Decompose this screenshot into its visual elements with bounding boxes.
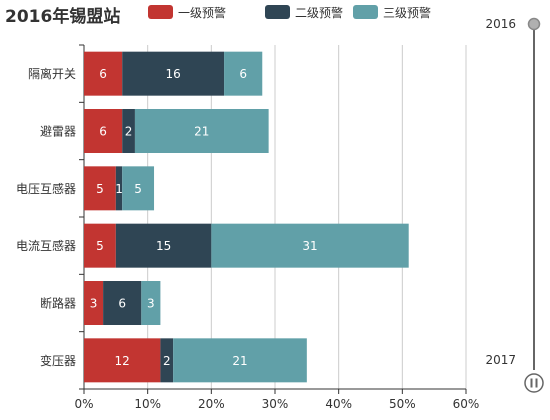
bar-value-label: 5 [96, 239, 104, 253]
bar-segment [122, 51, 225, 96]
bar-segment [160, 338, 174, 383]
bar-segment [173, 338, 307, 383]
bar-value-label: 21 [232, 354, 247, 368]
legend-label: 二级预警 [295, 5, 343, 20]
bar-value-label: 6 [99, 125, 107, 139]
pause-icon [535, 378, 538, 388]
legend-swatch [353, 5, 378, 19]
bar-segment [84, 281, 104, 325]
timeline-handle[interactable] [527, 17, 541, 31]
pause-button-ring[interactable] [524, 373, 544, 393]
category-label: 避雷器 [40, 125, 76, 139]
bar-value-label: 2 [125, 125, 133, 139]
category-label: 变压器 [40, 353, 76, 368]
bar-segment [84, 223, 116, 268]
legend-item[interactable]: 三级预警 [353, 5, 431, 20]
bar-value-label: 5 [96, 182, 104, 196]
pause-button[interactable] [524, 373, 544, 393]
bar-value-label: 15 [156, 239, 171, 253]
legend: 一级预警 二级预警 三级预警 [148, 5, 431, 20]
legend-swatch [148, 5, 173, 19]
bar-segment [134, 109, 269, 153]
bar-segment [103, 281, 142, 325]
category-label: 断路器 [40, 296, 76, 311]
category-label: 电流互感器 [16, 238, 76, 253]
bar-segment [84, 338, 161, 383]
bar-segment [84, 51, 123, 96]
bar-segment [115, 166, 123, 211]
bar-segment [211, 223, 409, 268]
bar-value-label: 31 [302, 239, 317, 253]
bar-value-label: 12 [115, 354, 130, 368]
legend-label: 三级预警 [383, 5, 431, 20]
timeline: 2016 2017 [485, 17, 544, 393]
bar-value-label: 21 [194, 125, 209, 139]
bar-value-label: 3 [147, 297, 155, 311]
legend-item[interactable]: 一级预警 [148, 5, 226, 20]
x-tick-label: 10% [134, 397, 161, 411]
x-tick-label: 20% [198, 397, 225, 411]
bar-value-label: 6 [239, 67, 247, 81]
x-tick-label: 0% [74, 397, 93, 411]
timeline-end-label[interactable]: 2017 [485, 353, 516, 367]
pause-icon [530, 378, 533, 388]
timeline-start-label[interactable]: 2016 [485, 17, 516, 31]
bar-value-label: 1 [115, 182, 123, 196]
legend-swatch [265, 5, 290, 19]
bar-value-label: 3 [90, 297, 98, 311]
bar-segment [122, 166, 155, 211]
x-tick-label: 40% [325, 397, 352, 411]
bar-segment [141, 281, 161, 325]
bars: 6 16 66 2 215 1 55 15 313 6 312 2 21 [84, 51, 409, 383]
category-label: 隔离开关 [28, 66, 76, 81]
bar-segment [84, 166, 116, 211]
chart-title: 2016年锡盟站 [5, 6, 120, 27]
bar-segment [224, 51, 263, 96]
bar-value-label: 6 [118, 297, 126, 311]
grid-lines [79, 44, 467, 394]
bar-value-label: 2 [163, 354, 171, 368]
x-tick-label: 60% [453, 397, 480, 411]
bar-value-label: 6 [99, 67, 107, 81]
x-tick-label: 30% [262, 397, 289, 411]
x-tick-label: 50% [389, 397, 416, 411]
x-axis-labels: 0% 10% 20% 30% 40% 50% 60% [74, 397, 479, 411]
legend-item[interactable]: 二级预警 [265, 5, 343, 20]
bar-value-label: 5 [134, 182, 142, 196]
legend-label: 一级预警 [178, 5, 226, 20]
bar-segment [122, 109, 135, 153]
bar-value-label: 16 [165, 67, 180, 81]
bar-segment [115, 223, 212, 268]
category-label: 电压互感器 [16, 181, 76, 196]
bar-segment [84, 109, 123, 153]
